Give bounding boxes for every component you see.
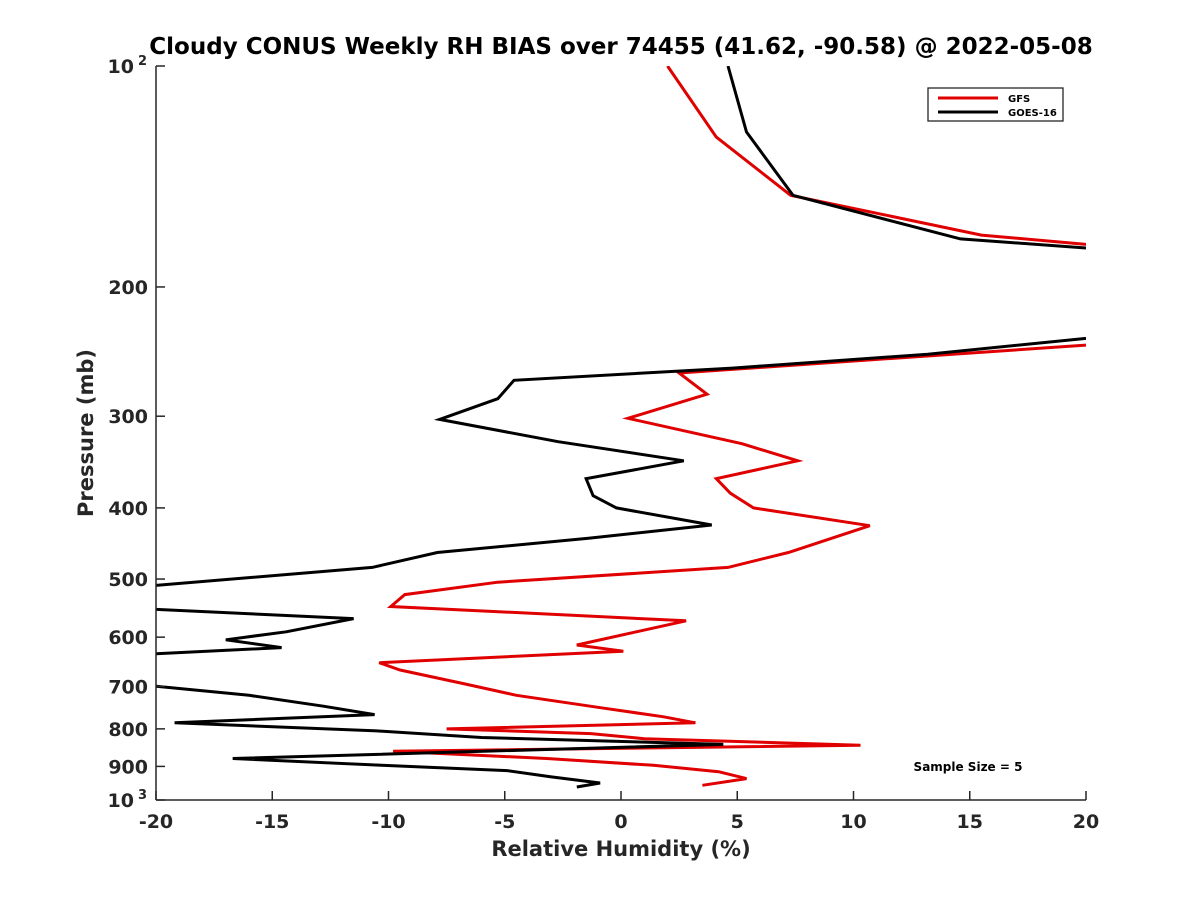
y-axis-label: Pressure (mb): [74, 349, 98, 517]
x-tick-label: 0: [614, 811, 627, 833]
chart-title: Cloudy CONUS Weekly RH BIAS over 74455 (…: [149, 34, 1092, 60]
x-tick-label: -10: [371, 811, 405, 833]
x-tick-label: 5: [731, 811, 744, 833]
series-line: [378, 343, 1086, 787]
x-tick-label: -15: [255, 811, 289, 833]
y-tick-label: 600: [108, 627, 148, 649]
legend-label: GFS: [1008, 94, 1030, 105]
y-tick-label: 900: [108, 756, 148, 778]
legend-label: GOES-16: [1008, 108, 1057, 119]
legend-box: [927, 87, 1064, 122]
axes: -20 -15 -10 -5 0 5 10 15 20 10 2 200 300 400 500 600 700…: [108, 54, 1100, 833]
x-tick-label: 10: [840, 811, 866, 833]
y-tick-label: 200: [108, 277, 148, 299]
series-goes-16: [156, 66, 1086, 789]
y-tick-label: 10: [108, 790, 134, 812]
y-tick-exponent: 3: [138, 788, 147, 803]
series-line: [726, 66, 1086, 250]
y-tick-label: 500: [108, 569, 148, 591]
legend: GFS GOES-16: [927, 87, 1064, 122]
y-tick-label: 700: [108, 676, 148, 698]
y-tick-exponent: 2: [138, 54, 147, 69]
sample-size-annotation: Sample Size = 5: [914, 760, 1023, 774]
series-line: [156, 336, 1086, 587]
y-tick-label: 10: [108, 56, 134, 78]
plot-area: [156, 66, 1086, 789]
series-line: [666, 66, 1086, 246]
x-tick-label: -20: [139, 811, 173, 833]
series-line: [156, 607, 354, 656]
series-gfs: [378, 66, 1086, 787]
y-tick-label: 800: [108, 719, 148, 741]
y-tick-label: 400: [108, 498, 148, 520]
x-tick-label: 20: [1073, 811, 1099, 833]
x-axis-label: Relative Humidity (%): [491, 837, 750, 861]
x-tick-label: 15: [957, 811, 983, 833]
series-line: [156, 684, 724, 789]
x-tick-label: -5: [494, 811, 515, 833]
y-tick-label: 300: [108, 406, 148, 428]
